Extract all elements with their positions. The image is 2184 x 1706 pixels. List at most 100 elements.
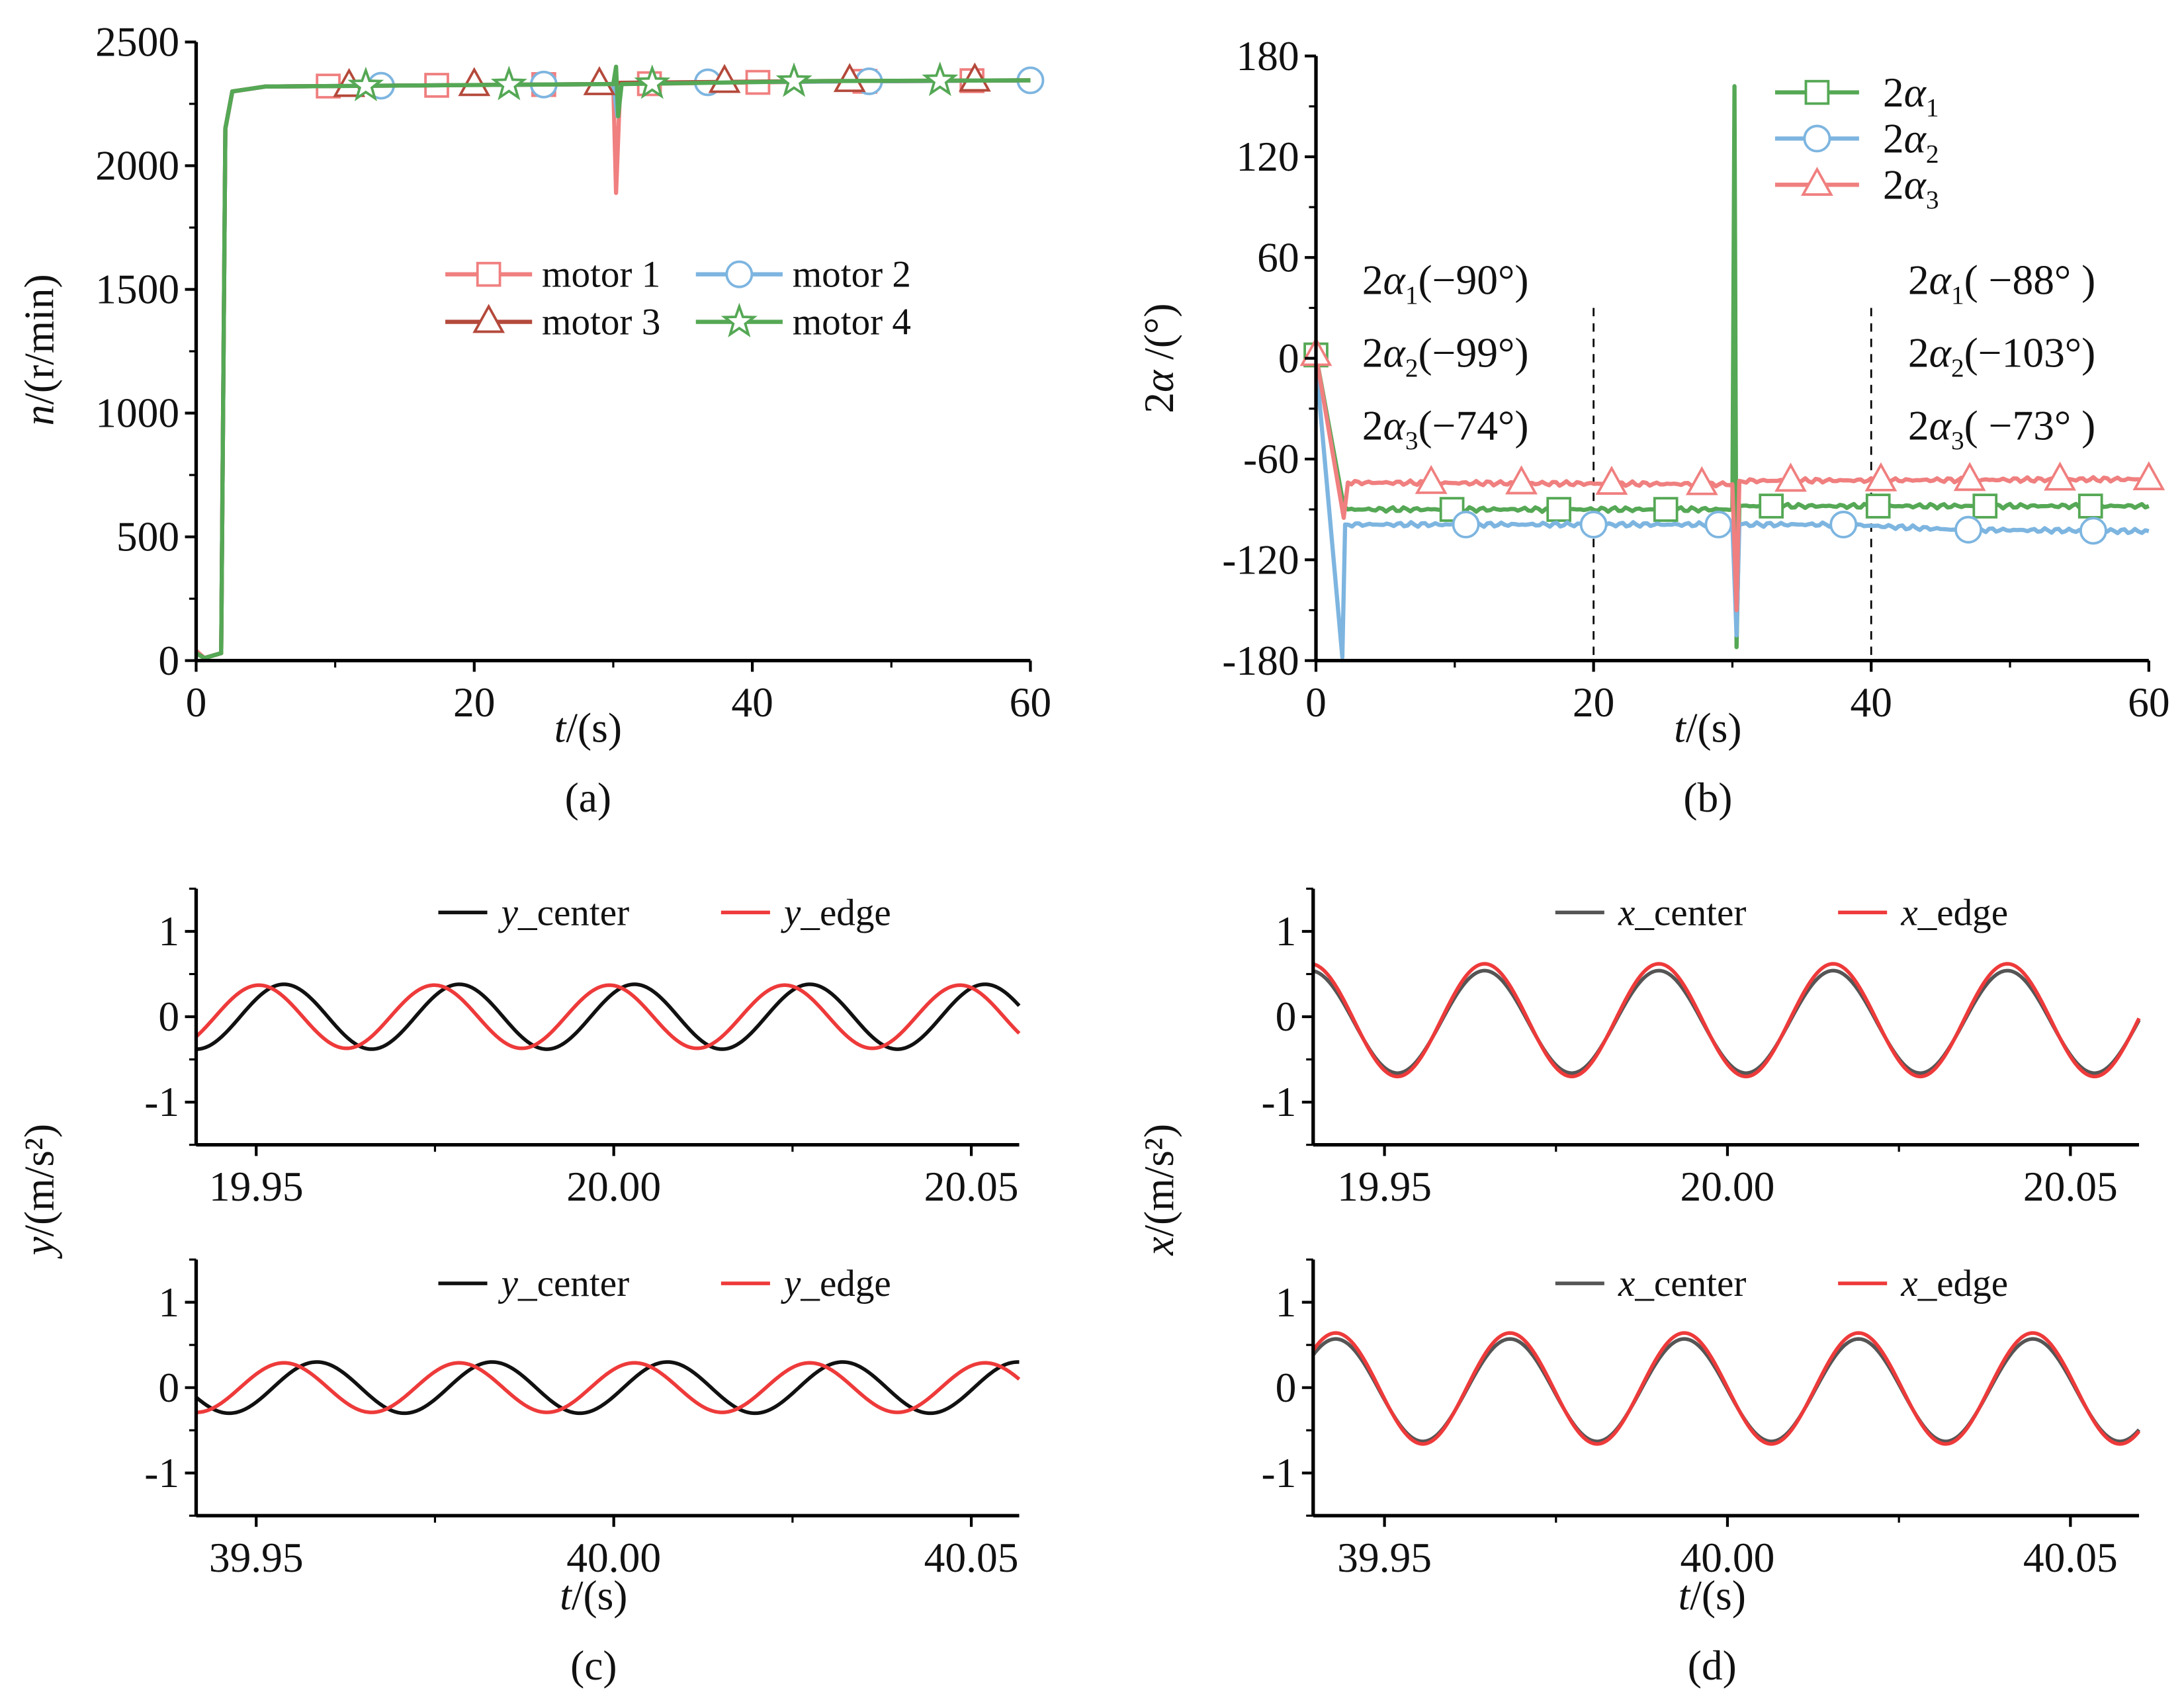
y-tick-label: 0: [158, 993, 179, 1040]
x-tick-label: 40.00: [566, 1534, 661, 1581]
x-tick-label: 40.05: [924, 1534, 1019, 1581]
text-part: /(°): [1135, 304, 1182, 370]
text-part: 1: [1926, 93, 1939, 122]
text-part: _edge: [800, 892, 891, 933]
x-tick-label: 40.05: [2023, 1534, 2118, 1581]
text-part: /(m/s²): [1135, 1124, 1182, 1237]
triangle-marker: [1801, 167, 1833, 196]
x-axis-label: t/(s): [1674, 704, 1741, 751]
square-marker: [1653, 497, 1679, 522]
y-tick-label: 1000: [95, 390, 179, 437]
square-marker: [1439, 497, 1465, 522]
y-axis-label: x/(m/s²): [1135, 1124, 1182, 1256]
text-part: (b): [1683, 774, 1732, 821]
text-part: /(m/s²): [16, 1124, 63, 1237]
series-line-x_center: [1313, 968, 2141, 1075]
series-2alpha-2: [1313, 361, 2150, 660]
text-part: 2: [1883, 115, 1904, 162]
x-tick-label: 39.95: [209, 1534, 304, 1581]
circle-marker: [2079, 517, 2107, 545]
legend-label: x_edge: [1900, 1263, 2008, 1304]
text-part: (−103°): [1964, 329, 2096, 376]
text-part: y: [16, 1236, 63, 1259]
text-part: x: [1900, 1263, 1917, 1304]
text-part: x: [1618, 1263, 1635, 1304]
y-tick-label: 60: [1257, 234, 1299, 280]
series-line: [195, 78, 1031, 661]
square-marker: [1804, 79, 1830, 105]
panel-caption: (b): [1683, 774, 1732, 821]
text-part: (c): [570, 1642, 617, 1689]
y-axis-label: n/(r/min): [16, 274, 63, 425]
y-tick-label: 2000: [95, 142, 179, 189]
legend-item: motor 3: [445, 302, 660, 343]
legend-label: 2α1: [1883, 69, 1939, 122]
text-part: 2: [1951, 353, 1964, 382]
series-line-x_center: [1311, 1337, 2141, 1443]
legend-item: motor 1: [445, 254, 660, 296]
text-part: t: [1679, 1572, 1691, 1619]
y-tick-label: -180: [1222, 637, 1299, 684]
square-marker: [1865, 493, 1891, 519]
y-tick-label: 60: [1257, 234, 1299, 280]
legend-item: y_edge: [721, 1263, 891, 1304]
series-line: [1313, 355, 2150, 613]
x-tick-label: 20.05: [2023, 1163, 2118, 1210]
text-part: t: [560, 1572, 572, 1619]
text-part: α: [1929, 329, 1952, 376]
y-tick-label: -180: [1222, 637, 1299, 684]
text-part: /(s): [1690, 1572, 1746, 1619]
angle-annotation: 2α1(−90°): [1362, 256, 1529, 310]
triangle-marker: [708, 64, 741, 93]
legend-label: x_edge: [1900, 892, 2008, 933]
x-tick-label: 20.00: [566, 1163, 661, 1210]
series-line-y_center: [196, 982, 1021, 1051]
star-marker: [490, 65, 527, 101]
square-marker: [1546, 497, 1571, 522]
legend-item: 2α3: [1774, 161, 1939, 214]
text-part: /(s): [1686, 704, 1742, 751]
circle-marker: [1579, 511, 1608, 538]
x-tick-label: 19.95: [209, 1163, 304, 1210]
text-part: x: [1135, 1237, 1182, 1256]
text-part: 2: [1405, 353, 1419, 382]
legend-label: motor 4: [793, 302, 911, 343]
x-tick-label: 40.00: [1681, 1534, 1775, 1581]
x-tick-label: 40.05: [924, 1534, 1019, 1581]
text-part: /(s): [566, 704, 622, 751]
text-part: _edge: [1917, 1263, 2008, 1304]
legend-item: x_edge: [1838, 1263, 2008, 1304]
text-part: (−99°): [1419, 329, 1529, 376]
circle-marker: [725, 260, 754, 288]
y-tick-label: 1: [1276, 1279, 1297, 1326]
text-part: x: [1900, 892, 1917, 933]
text-part: α: [1383, 402, 1407, 448]
panel-caption: (d): [1688, 1642, 1737, 1689]
text-part: α: [1383, 329, 1407, 376]
triangle-marker: [1774, 462, 1807, 492]
text-part: (a): [565, 774, 611, 821]
series-line: [1313, 84, 2150, 650]
text-part: 1: [1951, 280, 1964, 310]
star-marker: [347, 66, 384, 102]
x-tick-label: 39.95: [1337, 1534, 1432, 1581]
series-line: [195, 78, 1031, 661]
y-tick-label: 120: [1236, 133, 1299, 180]
text-part: 1: [1405, 280, 1419, 310]
panel-a: 0 500 1000 1500 2000 2500 0 20 40 60 motor 1 motor …: [16, 19, 1051, 821]
legend-label: motor 1: [542, 254, 660, 296]
x-tick-label: 20.05: [924, 1163, 1019, 1210]
triangle-marker: [472, 304, 505, 333]
x-tick-label: 20.05: [2023, 1163, 2118, 1210]
legend-label: x_center: [1618, 1263, 1746, 1304]
y-tick-label: 180: [1236, 32, 1299, 79]
triangle-marker: [1595, 466, 1628, 495]
text-part: 2: [1883, 161, 1904, 208]
series-motor-1: [195, 68, 1031, 661]
triangle-marker: [1685, 466, 1718, 495]
legend-item: motor 2: [695, 254, 911, 296]
x-tick-label: 39.95: [209, 1534, 304, 1581]
